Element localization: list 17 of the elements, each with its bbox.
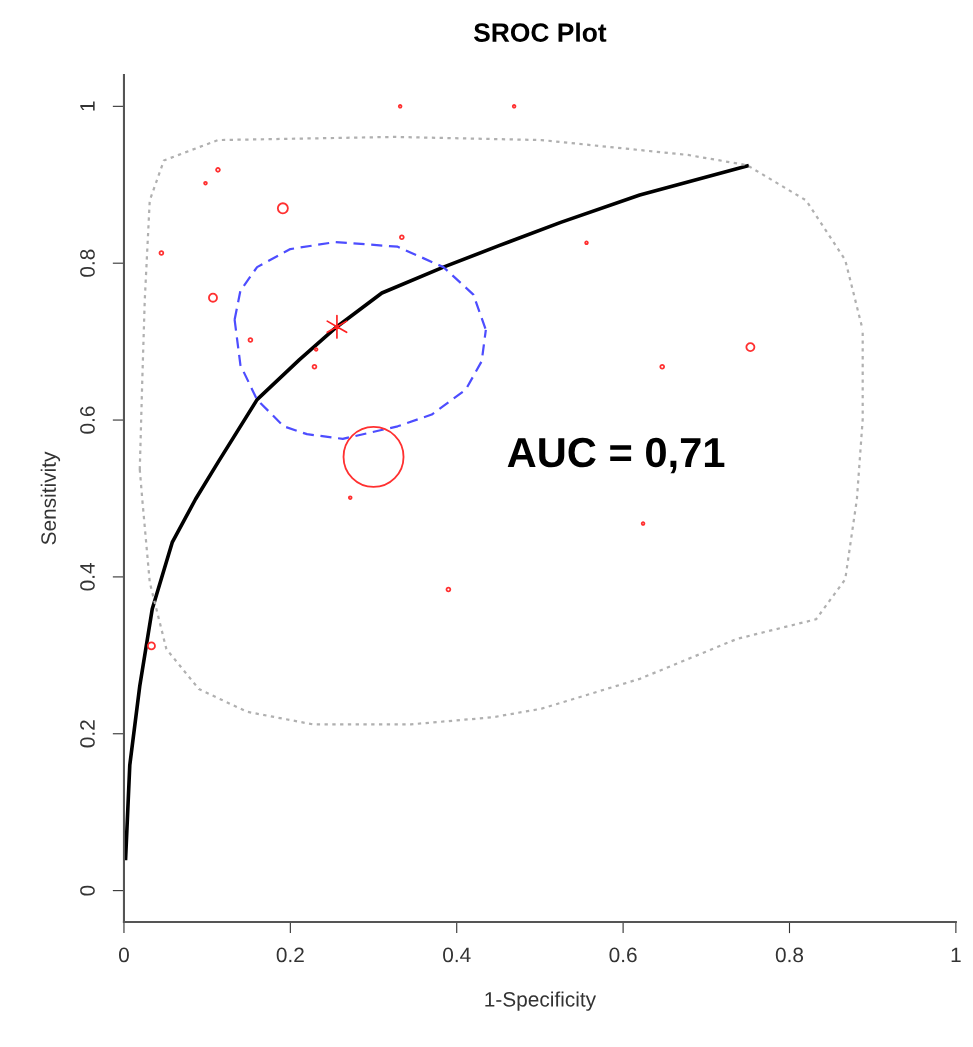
x-tick-label: 0.4 <box>443 947 471 963</box>
y-tick-label: 1 <box>80 101 95 111</box>
chart-title: SROC Plot <box>473 22 607 42</box>
x-tick-label: 0.2 <box>276 947 304 963</box>
y-tick-label: 0.4 <box>80 563 95 591</box>
x-tick-label: 0.6 <box>609 947 637 963</box>
y-axis-title: Sensitivity <box>40 451 61 545</box>
y-tick-label: 0.6 <box>80 406 95 434</box>
x-axis-title: 1-Specificity <box>485 991 597 1011</box>
annotation: AUC = 0,71 <box>507 437 725 474</box>
x-tick-label: 0.8 <box>775 947 804 963</box>
x-tick-label: 1 <box>951 947 961 963</box>
y-tick-label: 0.8 <box>80 249 95 277</box>
x-tick-label: 0 <box>118 947 129 963</box>
line-series <box>123 164 749 861</box>
y-tick-label: 0.2 <box>80 720 95 748</box>
y-tick-label: 0 <box>80 885 95 896</box>
